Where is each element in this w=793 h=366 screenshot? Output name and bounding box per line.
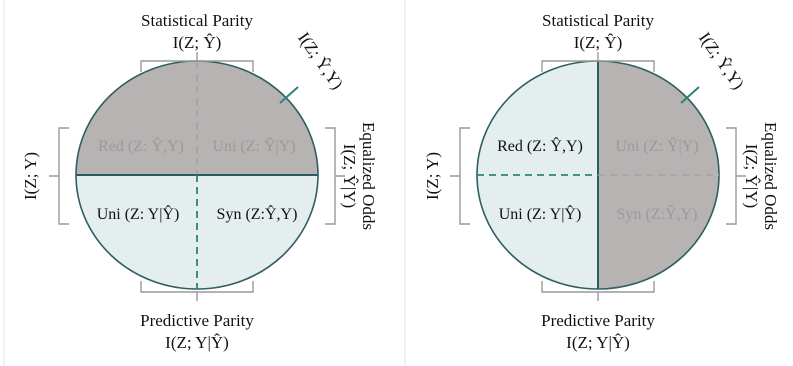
left-top-bracket [140, 52, 254, 72]
right-bottom-title: Predictive Parity [541, 311, 655, 330]
right-right-label-line2: I(Z; Ŷ|Y) [742, 144, 761, 208]
right-q-top-left: Red (Z: Ŷ,Y) [497, 136, 583, 155]
right-q-top-right: Uni (Z: Ŷ|Y) [615, 136, 698, 155]
left-top-formula: I(Z; Ŷ) [173, 33, 222, 52]
left-bottom-title: Predictive Parity [140, 311, 254, 330]
left-panel: Statistical Parity I(Z; Ŷ) I(Z; Ŷ,Y) I(Z… [21, 11, 378, 352]
left-right-label-line1: Equalized Odds [359, 122, 378, 230]
right-panel: Statistical Parity I(Z; Ŷ) I(Z; Ŷ,Y) I(Z… [423, 11, 780, 352]
right-side-label: I(Z; Y) [423, 152, 442, 200]
right-q-bottom-left: Uni (Z: Y|Ŷ) [499, 204, 582, 223]
left-q-bottom-left: Uni (Z: Y|Ŷ) [97, 204, 180, 223]
right-diag-label: I(Z; Ŷ,Y) [695, 29, 748, 93]
left-top-half-region [76, 61, 318, 175]
right-diag-pointer [680, 86, 700, 104]
left-bottom-formula: I(Z; Y|Ŷ) [165, 333, 229, 352]
left-right-label-line2: I(Z; Ŷ|Y) [340, 144, 359, 208]
right-side-bracket [450, 127, 470, 225]
right-top-title: Statistical Parity [542, 11, 654, 30]
left-q-bottom-right: Syn (Z:Ŷ,Y) [217, 204, 298, 223]
left-side-label: I(Z; Y) [21, 152, 40, 200]
right-bottom-formula: I(Z; Y|Ŷ) [566, 333, 630, 352]
right-top-bracket [541, 52, 655, 72]
left-right-bracket [325, 127, 345, 225]
right-right-label-line1: Equalized Odds [761, 122, 780, 230]
right-right-bracket [726, 127, 746, 225]
left-side-bracket [49, 127, 69, 225]
right-q-bottom-right: Syn (Z:Ŷ,Y) [617, 204, 698, 223]
left-q-top-right: Uni (Z: Ŷ|Y) [212, 136, 295, 155]
left-diag-label: I(Z; Ŷ,Y) [294, 29, 347, 93]
left-q-top-left: Red (Z: Ŷ,Y) [98, 136, 184, 155]
left-top-title: Statistical Parity [141, 11, 253, 30]
right-top-formula: I(Z; Ŷ) [574, 33, 623, 52]
right-bottom-bracket [541, 281, 655, 301]
left-bottom-bracket [140, 281, 254, 301]
left-diag-pointer [279, 86, 299, 104]
left-bottom-half-region [76, 175, 318, 289]
